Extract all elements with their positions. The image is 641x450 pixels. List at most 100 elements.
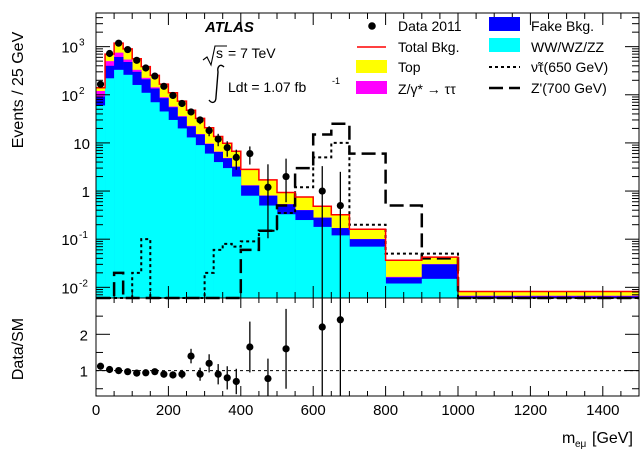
ratio-point <box>96 362 105 370</box>
y-tick-label-exponent: -2 <box>79 278 88 289</box>
stack-bar-diboson <box>385 283 423 298</box>
legend-entry-zprime: Z'(700 GeV) <box>489 80 607 96</box>
ratio-panel: 12 0 200 400 600 800 1000 1200 1400 Data/SM m e… <box>10 297 640 450</box>
data-point <box>115 39 123 47</box>
x-tick-label: 1200 <box>514 402 547 419</box>
legend-entry-data: Data 2011 <box>368 18 462 34</box>
y-tick-label-exponent: 2 <box>79 86 85 97</box>
data-point <box>205 127 213 135</box>
y-tick-label-base: 10 <box>61 280 78 297</box>
ratio-point <box>187 352 195 360</box>
x-axis-label-sub: eμ <box>575 439 587 450</box>
sqrt-s-value: = 7 TeV <box>228 45 276 61</box>
stack-bar-diboson <box>105 78 115 298</box>
y-tick-label-base: 10 <box>61 40 78 57</box>
ratio-point <box>223 374 231 382</box>
atlas-label: ATLAS <box>204 19 254 36</box>
stack-bar-diboson <box>222 168 233 298</box>
ratio-point <box>264 374 272 383</box>
legend-label-diboson: WW/WZ/ZZ <box>531 39 605 55</box>
ratio-point <box>282 345 290 353</box>
legend-entry-top: Top <box>356 59 421 75</box>
stack-bar-diboson <box>114 69 124 298</box>
legend-entry-total: Total Bkg. <box>357 39 459 55</box>
data-point <box>246 149 254 158</box>
ratio-point <box>178 370 186 378</box>
data-point <box>282 172 290 181</box>
ratio-point <box>133 369 141 377</box>
legend-label-top: Top <box>398 59 421 75</box>
stack-bar-diboson <box>349 246 386 298</box>
legend-entry-diboson: WW/WZ/ZZ <box>489 38 605 55</box>
ratio-point <box>214 370 222 378</box>
legend: Data 2011 Total Bkg. Top Z/γ* → ττ Fake … <box>356 17 608 97</box>
data-point <box>264 183 272 191</box>
x-axis-label: m eμ [GeV] <box>562 430 633 450</box>
stack-bar-diboson <box>159 111 169 298</box>
ratio-y-tick-label: 2 <box>80 327 88 344</box>
legend-ztautau-swatch-icon <box>356 81 387 94</box>
ratio-point <box>160 370 168 378</box>
legend-data-marker-icon <box>368 22 376 30</box>
x-tick-label: 1000 <box>441 402 474 419</box>
y-tick-label-exponent: 3 <box>79 38 85 49</box>
ratio-point <box>105 365 114 374</box>
data-point <box>142 64 150 72</box>
legend-label-fake: Fake Bkg. <box>531 18 594 34</box>
ratio-point <box>169 371 177 379</box>
stack-bar-diboson <box>240 195 260 298</box>
x-tick-label: 600 <box>301 402 326 419</box>
data-point <box>96 80 105 88</box>
luminosity-text: Ldt = 1.07 fb <box>228 79 306 95</box>
ratio-point <box>205 359 213 367</box>
legend-label-sneutrino: ν̃τ(650 GeV) <box>531 59 608 75</box>
y-tick-label-exponent: -1 <box>79 230 88 241</box>
y-tick-label-base: 10 <box>73 136 90 153</box>
x-axis-label-main: m <box>562 430 575 447</box>
ratio-point <box>115 366 123 375</box>
stack-bar-diboson <box>186 137 196 298</box>
data-point <box>151 72 159 80</box>
stack-bar-diboson <box>177 128 187 298</box>
legend-entry-sneutrino: ν̃τ(650 GeV) <box>489 59 608 75</box>
data-point <box>214 135 222 143</box>
stack-bar-diboson <box>277 214 296 298</box>
y-tick-label-base: 10 <box>61 88 78 105</box>
x-axis-ticks: 0 200 400 600 800 1000 1200 1400 <box>92 298 640 419</box>
data-point <box>105 49 114 58</box>
stack-bar-diboson <box>204 153 214 298</box>
data-point <box>160 82 168 90</box>
ratio-points <box>96 298 344 396</box>
data-point <box>133 56 141 64</box>
stack-bar-diboson <box>213 162 223 298</box>
top-x-axis-ticks <box>95 13 640 298</box>
legend-entry-fake: Fake Bkg. <box>489 17 594 34</box>
stack-bar-diboson <box>421 278 459 298</box>
stack-bar-diboson <box>258 205 278 298</box>
data-point <box>124 45 132 54</box>
legend-label-ztautau: Z/γ* → ττ <box>398 81 456 97</box>
sneutrino-signal-line <box>96 141 639 299</box>
ratio-y-tick-label: 1 <box>80 364 88 381</box>
y-tick-label-base: 10 <box>61 232 78 249</box>
ratio-point <box>246 343 254 351</box>
ratio-point <box>232 377 240 386</box>
data-point <box>196 116 204 124</box>
x-tick-label: 1400 <box>586 402 619 419</box>
sqrt-s-annotation: s = 7 TeV <box>202 45 276 67</box>
ratio-y-axis-ticks: 12 <box>80 315 639 390</box>
legend-entry-ztautau: Z/γ* → ττ <box>356 81 456 97</box>
data-points <box>96 39 344 298</box>
x-tick-label: 400 <box>228 402 253 419</box>
legend-fake-swatch-icon <box>489 17 520 31</box>
legend-diboson-swatch-icon <box>489 38 520 52</box>
stack-bar-diboson <box>231 176 242 298</box>
data-point <box>232 153 240 162</box>
legend-label-total: Total Bkg. <box>398 39 459 55</box>
stack-bar-diboson <box>132 84 142 298</box>
legend-label-data: Data 2011 <box>398 18 462 34</box>
ratio-point <box>124 368 132 376</box>
ratio-point <box>142 369 150 377</box>
